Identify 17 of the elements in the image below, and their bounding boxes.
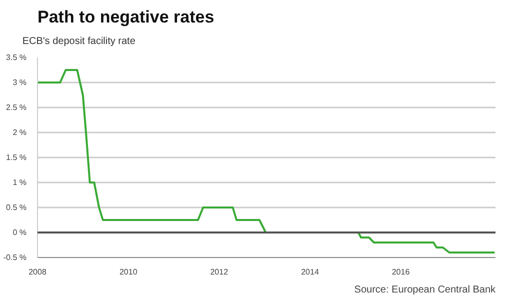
x-tick-label: 2016 xyxy=(392,268,410,276)
y-tick-label: 0.5 % xyxy=(6,203,27,212)
y-tick-label: 0 % xyxy=(12,228,27,237)
source-note: Source: European Central Bank xyxy=(354,284,496,296)
x-tick-label: 2010 xyxy=(119,268,138,276)
x-tick-label: 2008 xyxy=(28,268,47,276)
text: ECB's deposit facility rate xyxy=(22,36,136,46)
y-tick-label: 1.5 % xyxy=(6,153,27,162)
chart-title: Path to negative rates xyxy=(38,8,214,26)
y-tick-label: 2.5 % xyxy=(6,103,27,112)
x-tick-label: 2014 xyxy=(301,268,320,276)
y-tick-label: -0.5 % xyxy=(3,253,27,262)
y-tick-label: 3 % xyxy=(12,78,27,87)
y-tick-label: 3.5 % xyxy=(6,53,27,62)
y-tick-label: 1 % xyxy=(12,178,27,187)
y-tick-label: 2 % xyxy=(12,128,27,137)
x-tick-label: 2012 xyxy=(210,268,229,276)
